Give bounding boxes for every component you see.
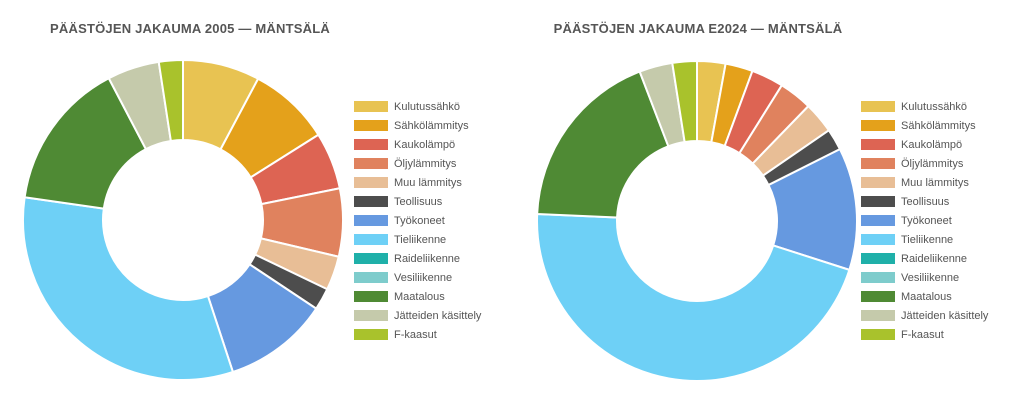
legend-item-oljylammitys[interactable]: Öljylämmitys	[861, 154, 988, 173]
legend-label: F-kaasut	[394, 328, 437, 341]
legend-swatch	[354, 120, 388, 131]
legend-swatch	[354, 158, 388, 169]
legend-item-vesiliikenne[interactable]: Vesiliikenne	[354, 268, 481, 287]
legend-item-f-kaasut[interactable]: F-kaasut	[354, 325, 481, 344]
legend-swatch	[861, 139, 895, 150]
slice-f-kaasut[interactable]	[671, 60, 698, 143]
donut-chart	[22, 59, 344, 381]
legend-item-raideliikenne[interactable]: Raideliikenne	[354, 249, 481, 268]
legend-item-sahkolammitys[interactable]: Sähkölämmitys	[861, 116, 988, 135]
legend-item-vesiliikenne[interactable]: Vesiliikenne	[861, 268, 988, 287]
legend-label: Jätteiden käsittely	[394, 309, 482, 322]
legend-label: Vesiliikenne	[394, 271, 453, 284]
legend-label: Sähkölämmitys	[901, 119, 976, 132]
chart-title: PÄÄSTÖJEN JAKAUMA E2024 — MÄNTSÄLÄ	[553, 21, 843, 36]
legend-item-tyokoneet[interactable]: Työkoneet	[861, 211, 988, 230]
legend-swatch	[354, 253, 388, 264]
legend-swatch	[861, 272, 895, 283]
legend-label: Työkoneet	[901, 214, 952, 227]
legend-swatch	[861, 310, 895, 321]
legend-item-kaukolampo[interactable]: Kaukolämpö	[354, 135, 481, 154]
legend-label: Öljylämmitys	[901, 157, 964, 170]
legend-item-kulutussahko[interactable]: Kulutussähkö	[861, 97, 988, 116]
legend-swatch	[354, 196, 388, 207]
legend-item-maatalous[interactable]: Maatalous	[354, 287, 481, 306]
legend-swatch	[354, 215, 388, 226]
legend-item-kaukolampo[interactable]: Kaukolämpö	[861, 135, 988, 154]
legend-label: Kaukolämpö	[394, 138, 456, 151]
legend-swatch	[861, 253, 895, 264]
donut-chart	[536, 60, 858, 382]
legend-item-tieliikenne[interactable]: Tieliikenne	[861, 230, 988, 249]
slice-maatalous[interactable]	[536, 70, 670, 219]
legend-item-jatteiden-kasittely[interactable]: Jätteiden käsittely	[354, 306, 481, 325]
legend-swatch	[861, 120, 895, 131]
legend-swatch	[861, 196, 895, 207]
legend-label: Työkoneet	[394, 214, 445, 227]
legend-item-muu-lammitys[interactable]: Muu lämmitys	[354, 173, 481, 192]
legend-item-muu-lammitys[interactable]: Muu lämmitys	[861, 173, 988, 192]
legend-item-maatalous[interactable]: Maatalous	[861, 287, 988, 306]
legend-label: Maatalous	[901, 290, 952, 303]
legend-swatch	[354, 234, 388, 245]
legend-label: Teollisuus	[901, 195, 950, 208]
legend-swatch	[861, 329, 895, 340]
legend-label: Muu lämmitys	[394, 176, 462, 189]
chart-e2024: PÄÄSTÖJEN JAKAUMA E2024 — MÄNTSÄLÄ Kulut…	[508, 0, 1019, 414]
legend-swatch	[354, 101, 388, 112]
legend: Kulutussähkö Sähkölämmitys Kaukolämpö Öljyl…	[861, 97, 988, 344]
legend-swatch	[354, 139, 388, 150]
legend-label: Teollisuus	[394, 195, 443, 208]
legend-item-teollisuus[interactable]: Teollisuus	[861, 192, 988, 211]
legend-label: Kulutussähkö	[394, 100, 461, 113]
legend-item-teollisuus[interactable]: Teollisuus	[354, 192, 481, 211]
legend-swatch	[354, 177, 388, 188]
legend-swatch	[861, 158, 895, 169]
legend-swatch	[861, 177, 895, 188]
legend-swatch	[861, 215, 895, 226]
legend-label: Jätteiden käsittely	[901, 309, 989, 322]
legend: Kulutussähkö Sähkölämmitys Kaukolämpö Öljyl…	[354, 97, 481, 344]
slice-f-kaasut[interactable]	[157, 59, 184, 142]
legend-item-tieliikenne[interactable]: Tieliikenne	[354, 230, 481, 249]
chart-2005: PÄÄSTÖJEN JAKAUMA 2005 — MÄNTSÄLÄ Kulutu…	[0, 0, 511, 414]
legend-label: Kulutussähkö	[901, 100, 968, 113]
legend-item-sahkolammitys[interactable]: Sähkölämmitys	[354, 116, 481, 135]
legend-swatch	[861, 291, 895, 302]
legend-item-f-kaasut[interactable]: F-kaasut	[861, 325, 988, 344]
legend-label: Muu lämmitys	[901, 176, 969, 189]
legend-label: Raideliikenne	[901, 252, 968, 265]
legend-swatch	[354, 272, 388, 283]
legend-swatch	[354, 310, 388, 321]
legend-label: Vesiliikenne	[901, 271, 960, 284]
legend-label: Tieliikenne	[394, 233, 447, 246]
slice-tieliikenne[interactable]	[22, 196, 234, 381]
legend-item-oljylammitys[interactable]: Öljylämmitys	[354, 154, 481, 173]
legend-swatch	[354, 291, 388, 302]
legend-item-jatteiden-kasittely[interactable]: Jätteiden käsittely	[861, 306, 988, 325]
legend-item-kulutussahko[interactable]: Kulutussähkö	[354, 97, 481, 116]
legend-swatch	[861, 234, 895, 245]
legend-swatch	[861, 101, 895, 112]
slice-tieliikenne[interactable]	[536, 213, 851, 382]
legend-label: Sähkölämmitys	[394, 119, 469, 132]
legend-label: F-kaasut	[901, 328, 944, 341]
legend-label: Kaukolämpö	[901, 138, 963, 151]
legend-item-raideliikenne[interactable]: Raideliikenne	[861, 249, 988, 268]
legend-label: Raideliikenne	[394, 252, 461, 265]
chart-title: PÄÄSTÖJEN JAKAUMA 2005 — MÄNTSÄLÄ	[50, 21, 330, 36]
legend-label: Maatalous	[394, 290, 445, 303]
legend-swatch	[354, 329, 388, 340]
legend-item-tyokoneet[interactable]: Työkoneet	[354, 211, 481, 230]
legend-label: Öljylämmitys	[394, 157, 457, 170]
legend-label: Tieliikenne	[901, 233, 954, 246]
